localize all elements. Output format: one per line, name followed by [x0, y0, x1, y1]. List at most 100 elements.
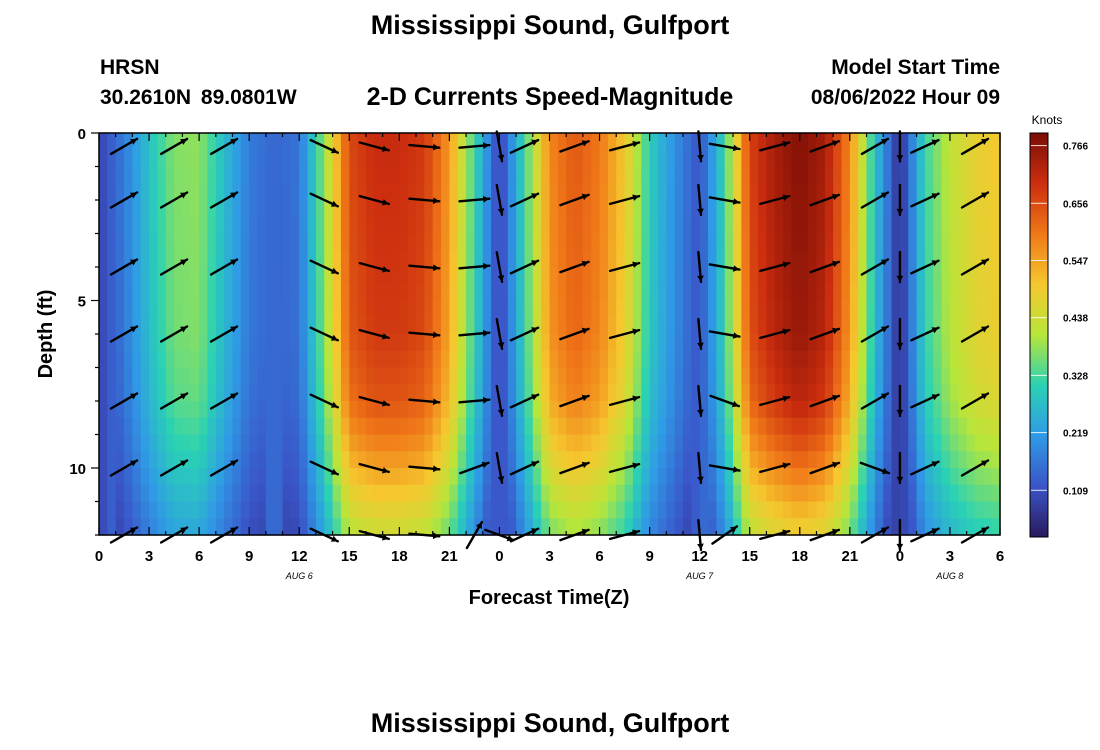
heatmap-cell — [332, 434, 342, 452]
heatmap-cell — [791, 518, 801, 536]
heatmap-cell — [591, 401, 601, 419]
heatmap-cell — [499, 518, 509, 536]
heatmap-cell — [249, 250, 259, 268]
heatmap-cell — [207, 417, 217, 436]
heatmap-cell — [682, 166, 692, 184]
heatmap-cell — [99, 183, 108, 201]
heatmap-cell — [799, 484, 809, 503]
heatmap-cell — [541, 317, 551, 335]
heatmap-cell — [307, 149, 317, 168]
heatmap-cell — [733, 401, 742, 419]
heatmap-cell — [149, 401, 158, 419]
heatmap-cell — [557, 468, 567, 486]
heatmap-cell — [666, 484, 676, 503]
heatmap-cell — [124, 501, 133, 519]
heatmap-cell — [666, 233, 676, 251]
heatmap-cell — [849, 417, 859, 436]
heatmap-cell — [941, 283, 951, 302]
heatmap-cell — [541, 133, 551, 151]
heatmap-cell — [382, 300, 392, 318]
heatmap-cell — [399, 250, 409, 268]
heatmap-cell — [816, 484, 826, 503]
heatmap-cell — [399, 468, 409, 486]
heatmap-cell — [783, 267, 793, 285]
heatmap-cell — [607, 417, 617, 436]
heatmap-cell — [649, 468, 659, 486]
arrow-head — [931, 528, 939, 535]
heatmap-cell — [958, 250, 968, 268]
heatmap-cell — [916, 283, 926, 302]
heatmap-cell — [941, 334, 951, 352]
heatmap-cell — [282, 384, 292, 402]
heatmap-cell — [858, 384, 868, 402]
heatmap-cell — [649, 149, 659, 168]
heatmap-cell — [516, 501, 526, 519]
heatmap-cell — [791, 468, 801, 486]
colorbar-tick-label: 0.219 — [1063, 429, 1088, 440]
heatmap-cell — [924, 468, 934, 486]
heatmap-cell — [682, 401, 692, 419]
heatmap-cell — [758, 317, 767, 335]
heatmap-cell — [791, 200, 801, 218]
heatmap-cell — [632, 166, 642, 184]
heatmap-cell — [524, 501, 534, 519]
heatmap-cell — [891, 401, 901, 419]
heatmap-cell — [516, 384, 526, 402]
heatmap-cell — [666, 200, 676, 218]
heatmap-cell — [816, 200, 826, 218]
heatmap-cell — [649, 317, 659, 335]
heatmap-cell — [274, 484, 284, 503]
heatmap-cell — [265, 233, 275, 251]
heatmap-cell — [858, 233, 868, 251]
heatmap-cell — [632, 133, 642, 151]
heatmap-cell — [307, 166, 317, 184]
heatmap-cell — [699, 334, 709, 352]
heatmap-cell — [274, 518, 284, 536]
heatmap-cell — [549, 317, 559, 335]
heatmap-cell — [574, 434, 584, 452]
heatmap-cell — [432, 149, 442, 168]
heatmap-cell — [224, 434, 234, 452]
heatmap-cell — [741, 300, 751, 318]
heatmap-cell — [482, 216, 492, 235]
heatmap-cell — [941, 317, 951, 335]
heatmap-cell — [799, 317, 809, 335]
heatmap-cell — [282, 350, 292, 369]
heatmap-cell — [124, 250, 133, 268]
heatmap-cell — [799, 417, 809, 436]
heatmap-cell — [774, 518, 784, 536]
heatmap-cell — [182, 334, 192, 352]
heatmap-cell — [541, 200, 551, 218]
current-arrow — [458, 195, 491, 203]
heatmap-cell — [616, 283, 626, 302]
heatmap-cell — [582, 334, 592, 352]
heatmap-cell — [582, 149, 592, 168]
heatmap-cell — [933, 468, 943, 486]
heatmap-cell — [791, 183, 801, 201]
heatmap-cell — [157, 350, 167, 369]
heatmap-cell — [758, 216, 767, 235]
heatmap-cell — [599, 434, 609, 452]
heatmap-cell — [307, 183, 317, 201]
heatmap-cell — [858, 417, 868, 436]
heatmap-cell — [399, 317, 409, 335]
arrow-head — [180, 326, 188, 333]
heatmap-cell — [340, 183, 350, 201]
heatmap-cell — [557, 401, 567, 419]
arrow-head — [180, 138, 188, 145]
heatmap-cell — [632, 518, 642, 536]
heatmap-cell — [215, 334, 225, 352]
heatmap-cell — [491, 300, 501, 318]
heatmap-cell — [390, 501, 400, 519]
heatmap-cell — [307, 367, 317, 385]
heatmap-cell — [541, 501, 551, 519]
heatmap-cell — [799, 384, 809, 402]
heatmap-cell — [365, 417, 375, 436]
heatmap-cell — [140, 334, 150, 352]
heatmap-cell — [566, 468, 576, 486]
heatmap-cell — [632, 317, 642, 335]
heatmap-cell — [624, 401, 634, 419]
heatmap-cell — [974, 484, 984, 503]
heatmap-cell — [224, 166, 234, 184]
heatmap-cell — [933, 434, 943, 452]
